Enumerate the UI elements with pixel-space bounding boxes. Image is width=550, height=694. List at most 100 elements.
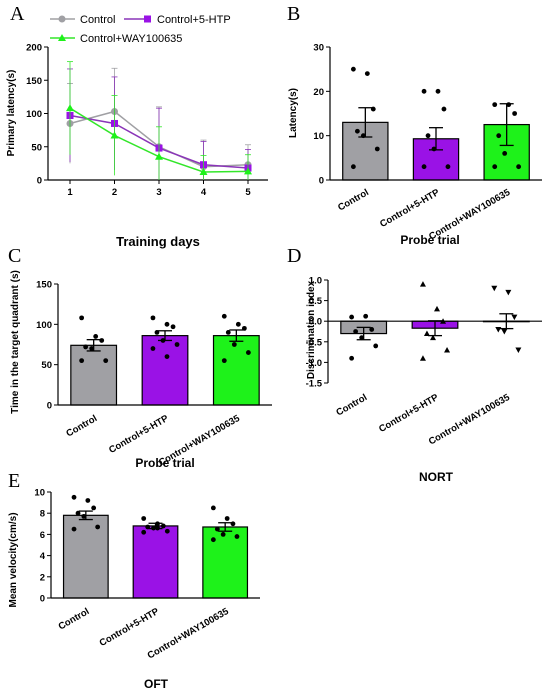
y-tick-label: 0 (47, 401, 52, 412)
data-point (431, 146, 437, 152)
y-tick-label: 2 (40, 572, 45, 583)
data-point (349, 355, 355, 361)
x-tick-label-a: 2 (112, 187, 117, 198)
y-tick-label: 4 (40, 551, 46, 562)
y-tick-label: 50 (41, 360, 52, 371)
y-tick-label: 1.0 (309, 276, 322, 287)
y-tick-label: 10 (313, 131, 324, 142)
panel-label-e: E (8, 470, 20, 492)
data-point (93, 334, 99, 339)
y-tick-label: 0 (319, 176, 324, 187)
data-point (421, 164, 427, 170)
y-tick-label: 0 (40, 594, 45, 605)
bar (132, 525, 179, 599)
data-point (363, 313, 369, 319)
data-point (85, 498, 91, 503)
data-point (359, 335, 365, 341)
data-point (81, 513, 87, 519)
data-point (360, 133, 366, 139)
data-point (89, 346, 95, 351)
data-point (141, 529, 147, 535)
data-point (99, 338, 105, 343)
y-tick-label-a: 0 (37, 176, 42, 187)
x-tick-label: Control (64, 413, 99, 439)
x-axis-label-b: Probe trial (400, 233, 459, 247)
data-point (71, 494, 77, 500)
x-tick-label: Control+5-HTP (378, 187, 442, 230)
data-point (75, 510, 81, 516)
data-point (174, 342, 180, 347)
panel-label-c: C (8, 245, 21, 267)
data-point (155, 525, 160, 531)
point-way (155, 152, 163, 160)
y-axis-label-d: Discrimination index (306, 280, 317, 379)
legend-marker-htp (144, 15, 151, 23)
data-point (444, 347, 451, 353)
data-point (441, 106, 447, 112)
data-point (501, 329, 508, 335)
data-point (154, 330, 160, 335)
data-point (505, 289, 512, 296)
data-point (151, 525, 156, 531)
x-tick-label: Control (336, 187, 371, 213)
data-point (430, 334, 436, 341)
data-point (150, 346, 156, 351)
x-tick-label: Control (57, 606, 92, 632)
panel-d: D 1.0 0.5 0.0 -0.5 -1.0 -1.5 Control Control+5-… (287, 245, 542, 484)
y-tick-label: 6 (40, 530, 45, 541)
data-point (350, 164, 356, 170)
data-point (220, 532, 226, 537)
data-point (83, 344, 89, 350)
y-tick-label: 0.0 (309, 317, 322, 328)
data-point (234, 534, 240, 539)
data-point (374, 146, 380, 152)
data-point (91, 505, 97, 511)
y-axis-label-b: Latency(s) (288, 88, 299, 138)
x-axis-label-e: OFT (144, 677, 169, 691)
data-point (160, 523, 166, 529)
data-point (221, 358, 227, 364)
data-point (150, 315, 156, 321)
y-tick-label-a: 100 (26, 109, 42, 120)
y-tick-label: 20 (313, 87, 324, 98)
legend-label-htp: Control+5-HTP (157, 14, 231, 26)
data-point (353, 329, 359, 334)
data-point (364, 71, 370, 76)
y-axis-label-e: Mean velocity(cm/s) (8, 512, 19, 607)
legend-marker-way (58, 34, 66, 41)
x-axis-label-c: Probe trial (135, 456, 194, 470)
data-point (103, 358, 109, 364)
data-point (349, 314, 355, 320)
data-point (230, 521, 236, 527)
data-point (221, 313, 227, 319)
legend-label-control: Control (80, 14, 115, 26)
data-point (512, 111, 518, 116)
y-tick-label: 0.5 (309, 296, 323, 307)
data-point (235, 321, 241, 327)
y-tick-label-a: 50 (31, 142, 42, 153)
data-point (369, 327, 375, 332)
y-tick-label: 10 (34, 488, 45, 499)
point-way (244, 167, 252, 175)
panel-label-b: B (287, 3, 300, 25)
data-point (373, 343, 379, 349)
data-point (492, 102, 498, 108)
data-point (419, 281, 426, 287)
data-point (155, 521, 160, 527)
point-way (110, 131, 119, 139)
data-point (419, 355, 426, 361)
y-axis-label-c: Time in the target quadrant (s) (10, 270, 21, 414)
bar (141, 335, 189, 406)
y-tick-label: 100 (36, 320, 52, 331)
y-tick-label: -1.5 (306, 379, 323, 390)
y-tick-label: -0.5 (306, 337, 323, 348)
y-tick-label: 8 (40, 509, 45, 520)
y-tick-label-a: 150 (26, 76, 42, 87)
data-point (515, 347, 522, 354)
y-axis-label-c-text: Time in the target quadrant (s) (10, 270, 21, 414)
legend-label-way: Control+WAY100635 (80, 33, 182, 45)
bar (202, 526, 249, 599)
bar (212, 335, 260, 406)
y-tick-label: 30 (313, 43, 324, 54)
